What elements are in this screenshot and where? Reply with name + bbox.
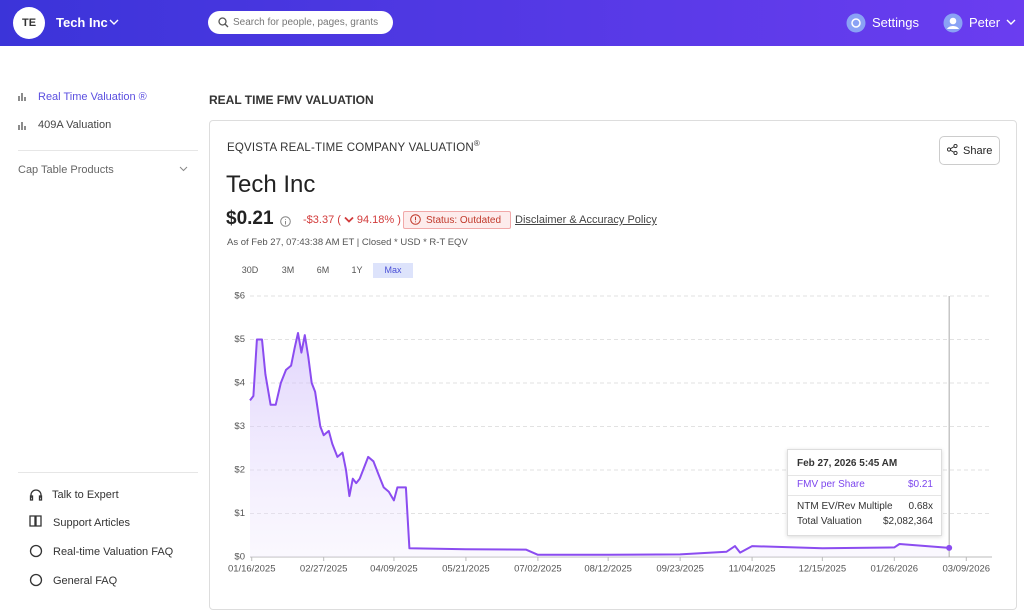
tooltip-title: Feb 27, 2026 5:45 AM [797, 458, 898, 469]
change-percent: 94.18% [356, 214, 395, 226]
info-icon [280, 216, 291, 227]
company-switcher[interactable]: Tech Inc [56, 15, 108, 30]
range-button[interactable]: 6M [316, 265, 330, 275]
alert-icon [410, 214, 421, 225]
area-fill [250, 333, 950, 557]
footer-link[interactable]: Support Articles [53, 517, 131, 529]
y-tick-label: $3 [234, 421, 245, 432]
y-tick-label: $0 [234, 552, 245, 563]
price: $0.21 [226, 208, 274, 229]
y-tick-label: $4 [234, 378, 245, 389]
disclaimer-link[interactable]: Disclaimer & Accuracy Policy [515, 214, 657, 226]
footer-link[interactable]: Real-time Valuation FAQ [53, 546, 174, 558]
registered-mark: ® [473, 139, 480, 148]
tooltip-label: FMV per Share [797, 479, 865, 490]
footer-link[interactable]: General FAQ [53, 575, 118, 587]
x-tick-label: 01/26/2026 [871, 564, 919, 575]
x-tick-label: 03/09/2026 [943, 564, 991, 575]
tooltip-value: $2,082,364 [882, 516, 933, 527]
divider [18, 472, 198, 473]
chart-tooltip: Feb 27, 2026 5:45 AM FMV per Share $0.21… [787, 449, 942, 536]
nav-icon [18, 122, 26, 130]
x-tick-label: 01/16/2025 [228, 564, 276, 575]
user-menu[interactable]: Peter [969, 15, 1001, 30]
share-icon [947, 144, 958, 155]
y-tick-label: $1 [234, 508, 245, 519]
share-button[interactable]: Share [939, 136, 1000, 165]
fmv-chart: $0 $1 $2 $3 $4 $5 $6 01/16/2025 02/27/2025 04/09/… [228, 291, 992, 575]
divider [18, 150, 198, 151]
x-tick-label: 09/23/2025 [656, 564, 704, 575]
user-avatar[interactable] [943, 13, 963, 33]
heading-text: EQVISTA REAL-TIME COMPANY VALUATION [227, 141, 474, 154]
range-button[interactable]: 3M [281, 265, 295, 275]
nav-icon [18, 93, 26, 101]
nav-item-active[interactable]: Real Time Valuation ® [38, 91, 147, 103]
x-tick-label: 08/12/2025 [584, 564, 632, 575]
company-name: Tech Inc [226, 171, 316, 198]
hover-point [946, 544, 953, 551]
card-heading: EQVISTA REAL-TIME COMPANY VALUATION® [227, 139, 480, 154]
change-amount: -$3.37 [303, 214, 335, 226]
y-tick-label: $5 [234, 334, 245, 345]
footer-link[interactable]: Talk to Expert [52, 489, 119, 501]
x-tick-label: 05/21/2025 [442, 564, 490, 575]
settings-link[interactable]: Settings [872, 15, 919, 30]
chevron-icon [179, 166, 188, 172]
paren: ( [337, 214, 341, 226]
range-button[interactable]: Max [373, 263, 413, 278]
x-tick-label: 04/09/2025 [370, 564, 418, 575]
footer-icons [29, 489, 43, 587]
range-button[interactable]: 30D [241, 265, 259, 275]
search-icon [218, 17, 229, 28]
tooltip-value: $0.21 [907, 479, 933, 490]
chevron-icon [1006, 19, 1016, 25]
down-arrow [344, 216, 354, 223]
search-input[interactable]: Search for people, pages, grants [208, 11, 393, 34]
divider [788, 495, 941, 496]
as-of-line: As of Feb 27, 07:43:38 AM ET | Closed * … [227, 237, 468, 248]
y-tick-label: $2 [234, 465, 245, 476]
page-title: REAL TIME FMV VALUATION [209, 93, 374, 107]
nav-group[interactable]: Cap Table Products [18, 164, 114, 176]
price-change: -$3.37 ( 94.18% ) [303, 214, 401, 226]
settings-icon[interactable] [846, 13, 866, 33]
range-button[interactable]: 1Y [351, 265, 363, 275]
y-tick-label: $6 [234, 291, 245, 302]
x-tick-label: 11/04/2025 [729, 564, 776, 575]
chevron-icon [109, 19, 119, 25]
x-tick-label: 07/02/2025 [514, 564, 562, 575]
nav-item[interactable]: 409A Valuation [38, 119, 112, 131]
tooltip-value: 0.68x [908, 501, 933, 512]
tooltip-label: NTM EV/Rev Multiple [797, 501, 893, 512]
divider [788, 475, 941, 476]
status-badge: Status: Outdated [403, 211, 511, 229]
line [249, 332, 950, 556]
x-tick-label: 02/27/2025 [300, 564, 348, 575]
x-tick-label: 12/15/2025 [799, 564, 847, 575]
company-avatar[interactable]: TE [13, 7, 45, 39]
paren: ) [397, 214, 401, 226]
tooltip-label: Total Valuation [797, 516, 862, 527]
